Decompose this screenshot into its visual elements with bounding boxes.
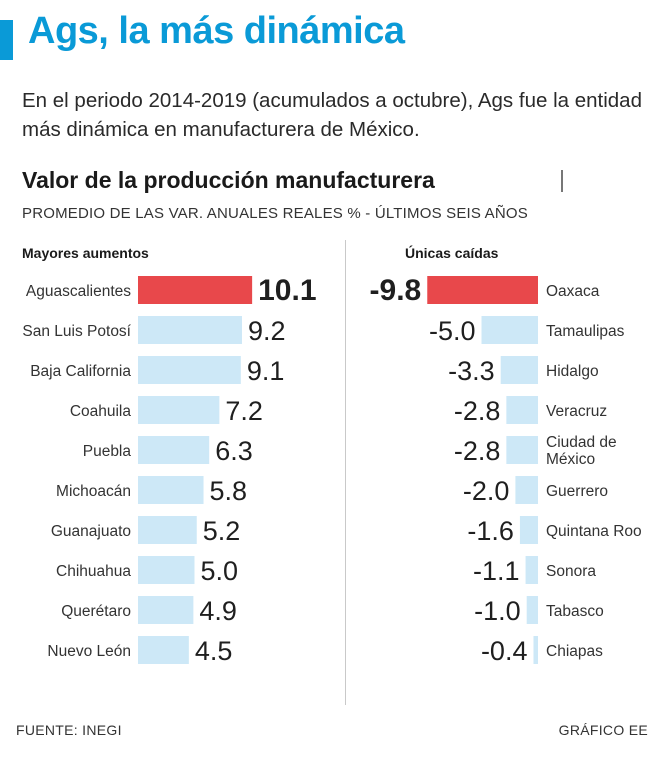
category-label: Aguascalientes — [26, 283, 131, 300]
category-label: Oaxaca — [546, 283, 600, 300]
category-label: Nuevo León — [47, 643, 131, 660]
increases-heading: Mayores aumentos — [22, 245, 149, 261]
increase-bar — [138, 276, 253, 304]
increase-bar — [138, 396, 220, 424]
category-label: Querétaro — [61, 603, 131, 620]
decrease-bar — [525, 556, 538, 584]
graphic-credit: GRÁFICO EE — [558, 722, 648, 738]
category-label: San Luis Potosí — [22, 323, 131, 340]
headline: Ags, la más dinámica — [28, 10, 405, 52]
intro-text: En el periodo 2014-2019 (acumulados a oc… — [22, 89, 642, 141]
value-label: -1.0 — [474, 596, 521, 626]
value-label: 5.8 — [210, 476, 248, 506]
panel-divider — [345, 240, 346, 705]
increase-bar — [138, 636, 189, 664]
category-label: Hidalgo — [546, 363, 599, 380]
chart-title: Valor de la producción manufacturera — [22, 167, 435, 193]
value-label: 4.5 — [195, 636, 233, 666]
value-label: -5.0 — [429, 316, 476, 346]
decrease-bar — [500, 356, 538, 384]
category-label: Puebla — [83, 443, 132, 460]
increase-bar — [138, 596, 194, 624]
bar-chart: Aguascalientes 10.1 San Luis Potosí 9.2 Baja… — [22, 274, 642, 666]
category-label: Veracruz — [546, 403, 607, 420]
category-label: Guanajuato — [51, 523, 131, 540]
value-label: 6.3 — [215, 436, 253, 466]
category-label: Baja California — [30, 363, 131, 380]
value-label: 4.9 — [199, 596, 237, 626]
decreases-heading: Únicas caídas — [405, 245, 499, 261]
decrease-bar — [515, 476, 538, 504]
source-note: FUENTE: INEGI — [16, 722, 122, 738]
value-label: 5.2 — [203, 516, 241, 546]
chart-subtitle: PROMEDIO DE LAS VAR. ANUALES REALES % - … — [22, 205, 528, 222]
value-label: -2.8 — [454, 436, 501, 466]
decrease-bar — [519, 516, 538, 544]
category-label: Chihuahua — [56, 563, 131, 580]
decrease-bar — [481, 316, 538, 344]
value-label: 9.1 — [247, 356, 285, 386]
category-label: Tamaulipas — [546, 323, 625, 340]
value-label: 9.2 — [248, 316, 286, 346]
decrease-bar — [506, 396, 538, 424]
increase-bar — [138, 356, 241, 384]
increase-bar — [138, 516, 197, 544]
category-label: Tabasco — [546, 603, 604, 620]
decrease-bar — [533, 636, 538, 664]
value-label: -0.4 — [481, 636, 528, 666]
category-label: Sonora — [546, 563, 596, 580]
decrease-bar — [526, 596, 538, 624]
increase-bar — [138, 556, 195, 584]
title-separator — [561, 170, 563, 192]
category-label: Chiapas — [546, 643, 603, 660]
title-accent-bar — [0, 20, 13, 60]
value-label: -1.1 — [473, 556, 520, 586]
increase-bar — [138, 316, 242, 344]
value-label: 7.2 — [225, 396, 263, 426]
value-label: -2.8 — [454, 396, 501, 426]
value-label: -1.6 — [467, 516, 514, 546]
value-label: 5.0 — [201, 556, 239, 586]
increase-bar — [138, 476, 204, 504]
value-label: -9.8 — [370, 274, 422, 307]
category-label: Guerrero — [546, 483, 608, 500]
value-label: -3.3 — [448, 356, 495, 386]
value-label: -2.0 — [463, 476, 510, 506]
category-label: Quintana Roo — [546, 523, 642, 540]
category-label: Ciudad de México — [546, 434, 617, 468]
category-label: Coahuila — [70, 403, 132, 420]
category-label: Michoacán — [56, 483, 131, 500]
value-label: 10.1 — [258, 274, 316, 307]
increase-bar — [138, 436, 210, 464]
decrease-bar — [506, 436, 538, 464]
decrease-bar — [427, 276, 538, 304]
